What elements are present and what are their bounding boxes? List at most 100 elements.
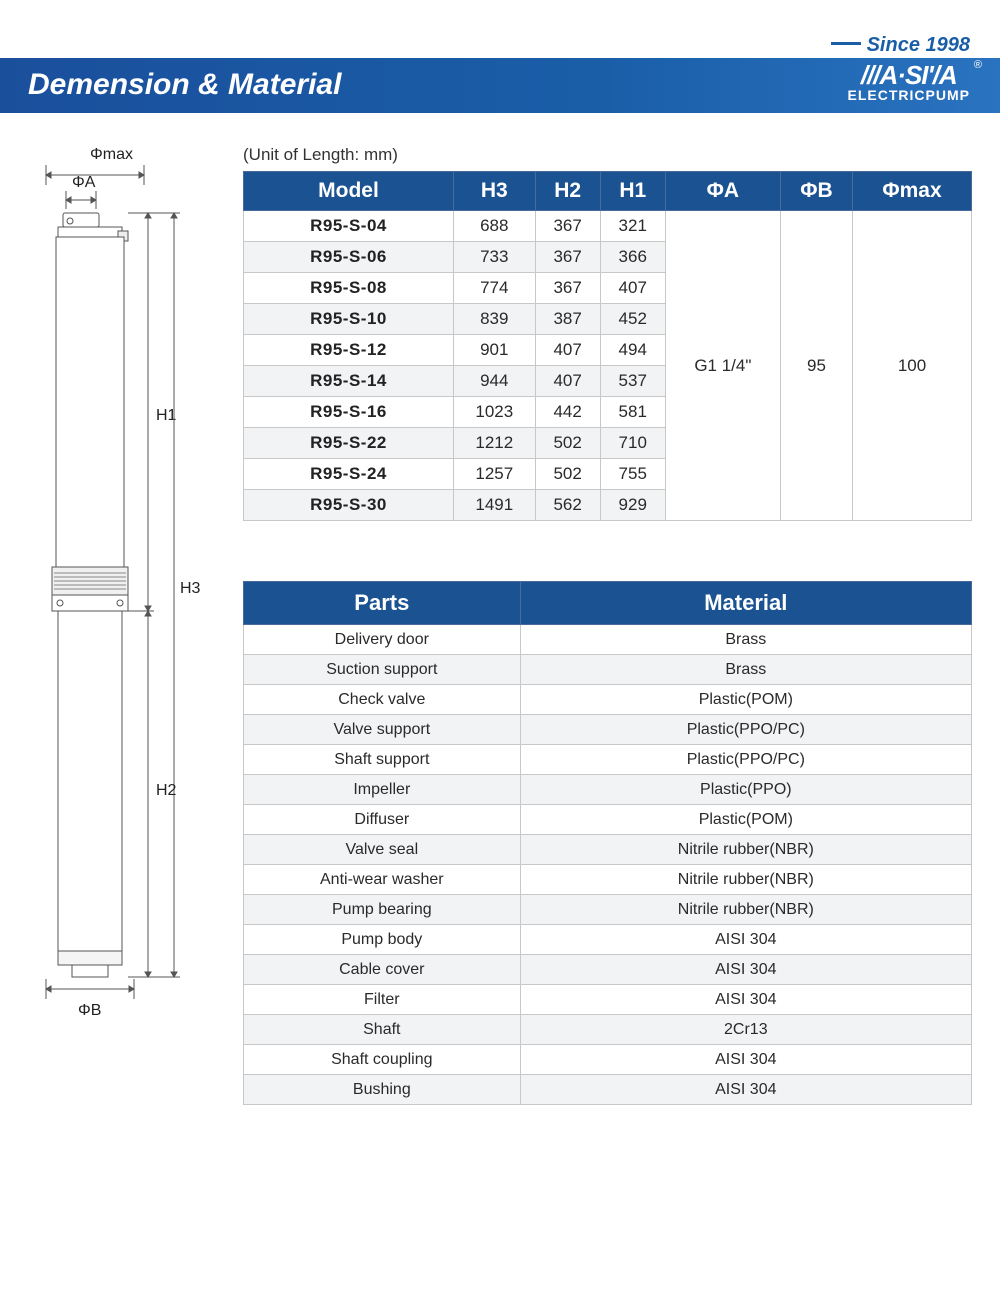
cell-h1: 537: [600, 366, 665, 397]
table-row: Shaft supportPlastic(PPO/PC): [244, 745, 972, 775]
col-parts: Parts: [244, 582, 521, 625]
cell-material: Nitrile rubber(NBR): [520, 865, 971, 895]
cell-material: Nitrile rubber(NBR): [520, 835, 971, 865]
cell-part: Pump body: [244, 925, 521, 955]
cell-part: Diffuser: [244, 805, 521, 835]
cell-material: AISI 304: [520, 985, 971, 1015]
cell-h1: 494: [600, 335, 665, 366]
cell-model: R95-S-24: [244, 459, 454, 490]
table-row: Pump bearingNitrile rubber(NBR): [244, 895, 972, 925]
label-phia: ΦA: [72, 174, 96, 191]
cell-h3: 774: [454, 273, 536, 304]
cell-h3: 1023: [454, 397, 536, 428]
table-row: DiffuserPlastic(POM): [244, 805, 972, 835]
cell-h2: 562: [535, 490, 600, 521]
cell-material: Nitrile rubber(NBR): [520, 895, 971, 925]
cell-h1: 755: [600, 459, 665, 490]
col-material: Material: [520, 582, 971, 625]
cell-part: Shaft: [244, 1015, 521, 1045]
table-row: R95-S-04688367321G1 1/4"95100: [244, 211, 972, 242]
table-header-row: Model H3 H2 H1 ΦA ΦB Φmax: [244, 172, 972, 211]
cell-part: Suction support: [244, 655, 521, 685]
logo-subtitle: ELECTRICPUMP: [848, 88, 970, 103]
cell-h3: 688: [454, 211, 536, 242]
col-model: Model: [244, 172, 454, 211]
cell-part: Anti-wear washer: [244, 865, 521, 895]
cell-h2: 367: [535, 242, 600, 273]
cell-model: R95-S-06: [244, 242, 454, 273]
cell-h1: 581: [600, 397, 665, 428]
cell-part: Impeller: [244, 775, 521, 805]
cell-h2: 502: [535, 428, 600, 459]
cell-h2: 367: [535, 273, 600, 304]
since-tag: Since 1998: [831, 34, 970, 57]
cell-material: Plastic(PPO): [520, 775, 971, 805]
cell-model: R95-S-14: [244, 366, 454, 397]
cell-part: Check valve: [244, 685, 521, 715]
cell-part: Shaft coupling: [244, 1045, 521, 1075]
label-h3: H3: [180, 580, 201, 597]
brand-logo: ///A·SI'/A ® ELECTRICPUMP: [848, 62, 970, 103]
cell-part: Bushing: [244, 1075, 521, 1105]
col-phia: ΦA: [665, 172, 780, 211]
cell-h3: 839: [454, 304, 536, 335]
cell-material: Plastic(POM): [520, 685, 971, 715]
cell-h1: 407: [600, 273, 665, 304]
table-row: Cable coverAISI 304: [244, 955, 972, 985]
table-row: Shaft2Cr13: [244, 1015, 972, 1045]
cell-h3: 944: [454, 366, 536, 397]
cell-material: Plastic(POM): [520, 805, 971, 835]
cell-model: R95-S-04: [244, 211, 454, 242]
header: Since 1998 Demension & Material ///A·SI'…: [0, 0, 1000, 125]
table-row: Delivery doorBrass: [244, 625, 972, 655]
cell-h2: 387: [535, 304, 600, 335]
col-h2: H2: [535, 172, 600, 211]
table-row: BushingAISI 304: [244, 1075, 972, 1105]
cell-material: 2Cr13: [520, 1015, 971, 1045]
table-row: Anti-wear washerNitrile rubber(NBR): [244, 865, 972, 895]
cell-model: R95-S-08: [244, 273, 454, 304]
cell-model: R95-S-16: [244, 397, 454, 428]
label-h2: H2: [156, 782, 177, 799]
cell-h1: 366: [600, 242, 665, 273]
table-header-row: Parts Material: [244, 582, 972, 625]
cell-phimax: 100: [853, 211, 972, 521]
cell-model: R95-S-30: [244, 490, 454, 521]
cell-material: Plastic(PPO/PC): [520, 745, 971, 775]
cell-h3: 1212: [454, 428, 536, 459]
cell-material: AISI 304: [520, 1045, 971, 1075]
cell-part: Pump bearing: [244, 895, 521, 925]
table-row: Suction supportBrass: [244, 655, 972, 685]
pump-dimension-diagram: Φmax ΦA: [28, 145, 213, 1025]
cell-material: Brass: [520, 655, 971, 685]
table-row: Check valvePlastic(POM): [244, 685, 972, 715]
registered-icon: ®: [974, 59, 982, 71]
table-row: Pump bodyAISI 304: [244, 925, 972, 955]
cell-h3: 1491: [454, 490, 536, 521]
cell-material: AISI 304: [520, 955, 971, 985]
label-phimax: Φmax: [90, 146, 133, 163]
cell-part: Shaft support: [244, 745, 521, 775]
cell-model: R95-S-12: [244, 335, 454, 366]
cell-phia: G1 1/4": [665, 211, 780, 521]
cell-part: Valve support: [244, 715, 521, 745]
cell-h1: 321: [600, 211, 665, 242]
cell-h3: 733: [454, 242, 536, 273]
table-row: FilterAISI 304: [244, 985, 972, 1015]
materials-table: Parts Material Delivery doorBrassSuction…: [243, 581, 972, 1105]
table-row: Valve supportPlastic(PPO/PC): [244, 715, 972, 745]
logo-wordmark: ///A·SI'/A: [848, 62, 970, 88]
cell-part: Valve seal: [244, 835, 521, 865]
cell-h1: 929: [600, 490, 665, 521]
cell-material: Plastic(PPO/PC): [520, 715, 971, 745]
table-row: Valve sealNitrile rubber(NBR): [244, 835, 972, 865]
cell-part: Cable cover: [244, 955, 521, 985]
cell-h2: 367: [535, 211, 600, 242]
cell-h2: 442: [535, 397, 600, 428]
cell-material: AISI 304: [520, 1075, 971, 1105]
dimensions-table: Model H3 H2 H1 ΦA ΦB Φmax R95-S-04688367…: [243, 171, 972, 521]
cell-h3: 1257: [454, 459, 536, 490]
cell-h1: 710: [600, 428, 665, 459]
cell-part: Delivery door: [244, 625, 521, 655]
label-phib: ΦB: [78, 1002, 101, 1019]
